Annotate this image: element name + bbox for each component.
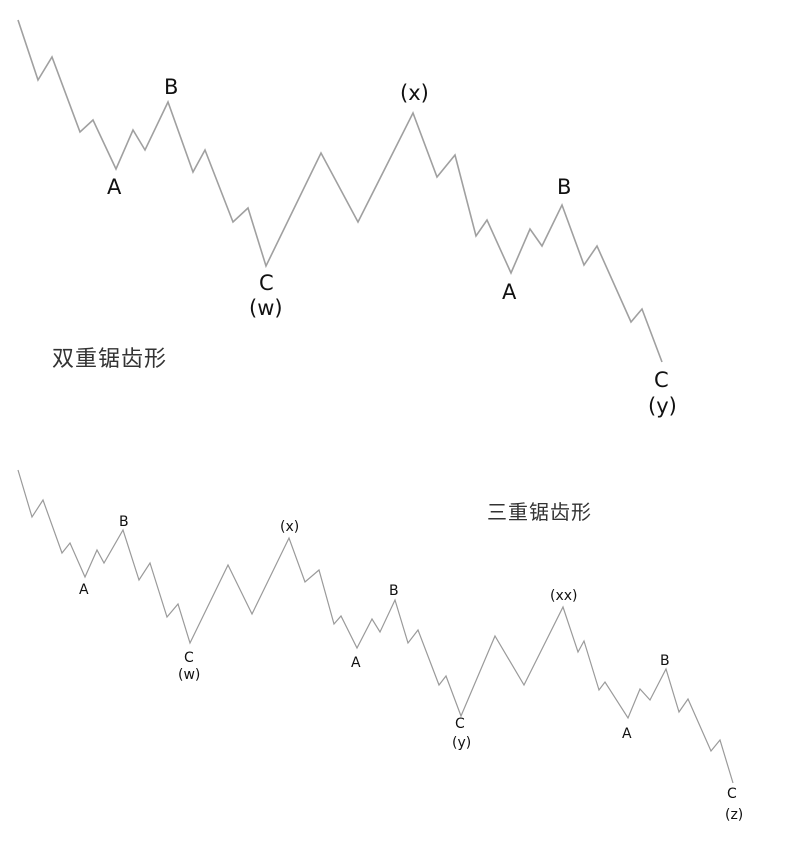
double-zigzag-label-y: (y) <box>648 394 677 418</box>
double-zigzag-title: 双重锯齿形 <box>52 347 167 372</box>
triple-zigzag-label-c1: C <box>184 650 194 666</box>
double-zigzag-wave-line <box>17 19 663 363</box>
double-zigzag-diagram: A B C (w) (x) A B C (y) 双重锯齿形 <box>17 19 677 418</box>
triple-zigzag-diagram: A B C (w) (x) A B C (y) (xx) A B C (z) 三… <box>17 469 743 823</box>
triple-zigzag-title: 三重锯齿形 <box>487 500 592 524</box>
triple-zigzag-label-b2: B <box>389 583 399 599</box>
triple-zigzag-label-b1: B <box>119 514 129 530</box>
triple-zigzag-label-c3: C <box>727 786 737 802</box>
triple-zigzag-label-w: (w) <box>178 667 200 683</box>
triple-zigzag-label-a1: A <box>79 582 89 598</box>
triple-zigzag-label-a2: A <box>351 655 361 671</box>
triple-zigzag-wave-line <box>17 469 734 784</box>
double-zigzag-label-w: (w) <box>249 296 283 320</box>
double-zigzag-label-x: (x) <box>400 81 429 105</box>
triple-zigzag-label-c2: C <box>455 716 465 732</box>
double-zigzag-label-b2: B <box>557 175 571 199</box>
triple-zigzag-label-z: (z) <box>725 807 743 823</box>
triple-zigzag-label-x: (x) <box>280 519 299 535</box>
triple-zigzag-label-y: (y) <box>452 735 471 751</box>
triple-zigzag-label-b3: B <box>660 653 670 669</box>
double-zigzag-label-c2: C <box>654 368 669 392</box>
triple-zigzag-label-xx: (xx) <box>550 588 578 604</box>
triple-zigzag-label-a3: A <box>622 726 632 742</box>
double-zigzag-label-c1: C <box>259 271 274 295</box>
double-zigzag-label-b1: B <box>164 75 178 99</box>
double-zigzag-label-a2: A <box>502 280 517 304</box>
double-zigzag-label-a1: A <box>107 175 122 199</box>
